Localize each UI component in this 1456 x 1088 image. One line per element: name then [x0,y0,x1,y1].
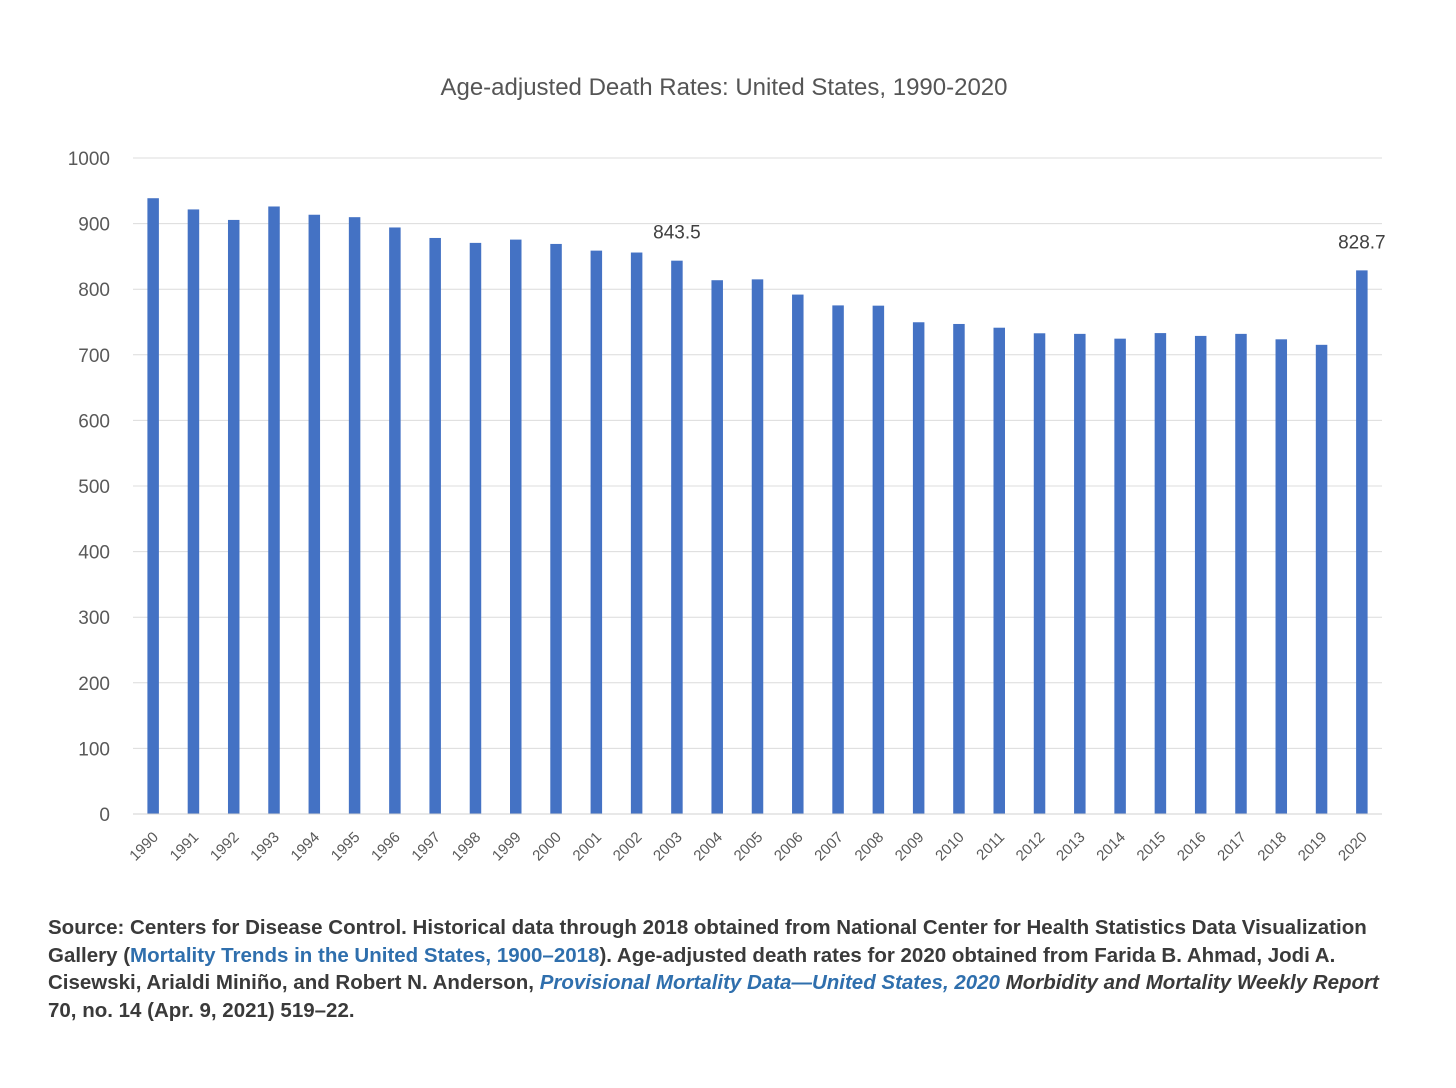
bar-1997 [429,237,441,814]
y-tick-label: 0 [99,805,110,826]
bar-2015 [1154,333,1167,814]
x-tick-label: 2020 [1335,829,1371,865]
bar-2018 [1275,339,1288,814]
bar-1998 [469,242,482,814]
chart-title: Age-adjusted Death Rates: United States,… [440,74,1007,101]
source-text-1: Source: Centers for Disease Control. His… [48,916,1367,967]
y-tick-label: 300 [78,608,110,629]
data-labels: 843.5 828.7 [653,223,1385,254]
x-tick-label: 2000 [529,829,565,865]
x-tick-label: 1998 [449,829,485,865]
x-tick-label: 2005 [731,829,767,865]
x-tick-label: 1992 [207,829,243,865]
data-label-2003: 843.5 [653,223,701,244]
x-tick-label: 1999 [489,829,525,865]
bar-2005 [751,279,764,814]
bar-2020 [1356,270,1368,814]
x-tick-label: 1995 [328,829,364,865]
bar-1992 [227,219,240,815]
y-tick-label: 700 [78,346,110,367]
source-text-2: ). Age-adjusted death rates for 2020 obt… [48,943,1336,995]
source-text-4: 70, no. 14 (Apr. 9, 2021) 519–22. [48,998,355,1022]
y-tick-label: 600 [78,411,110,432]
x-tick-label: 2016 [1174,829,1210,865]
x-tick-label: 2018 [1254,829,1290,865]
x-tick-label: 2019 [1295,829,1331,865]
bar-2012 [1033,333,1046,814]
x-tick-label: 2010 [932,829,968,865]
x-tick-label: 1990 [126,829,162,865]
bar-2011 [993,327,1005,814]
bars [147,198,1368,815]
bar-2014 [1114,338,1126,814]
bar-1993 [268,206,280,814]
source-link-provisional-data[interactable]: Provisional Mortality Data—United States… [539,971,1000,994]
bar-2004 [711,280,723,815]
x-tick-label: 2007 [811,829,847,865]
y-tick-label: 800 [78,280,110,301]
y-tick-label: 100 [78,739,110,760]
y-axis-ticks: 0 100 200 300 400 500 600 700 800 900 1000 [68,149,110,826]
x-tick-label: 2004 [690,829,726,865]
x-tick-label: 2002 [610,829,646,865]
x-tick-label: 2015 [1134,829,1170,865]
bar-2016 [1194,335,1207,814]
source-note: Source: Centers for Disease Control. His… [48,914,1408,1024]
x-tick-label: 2008 [852,829,888,865]
x-tick-label: 1997 [408,829,444,865]
bar-2002 [630,252,643,814]
x-tick-label: 2001 [570,829,606,865]
x-tick-label: 2009 [892,829,928,865]
x-tick-label: 2013 [1053,829,1089,865]
source-journal-title: Morbidity and Mortality Weekly Report [1005,971,1379,994]
x-tick-label: 2014 [1093,829,1129,865]
x-tick-label: 2012 [1013,829,1049,865]
x-tick-label: 1994 [288,829,324,865]
bar-1991 [187,209,200,814]
bar-chart: Age-adjusted Death Rates: United States,… [68,74,1386,865]
x-tick-label: 2006 [771,829,807,865]
x-tick-label: 2003 [650,829,686,865]
bar-2000 [550,243,562,814]
bar-2010 [953,323,965,814]
y-tick-label: 500 [78,477,110,498]
x-axis-ticks: 1990 1991 1992 1993 1994 1995 1996 1997 1998 1999… [126,829,1370,865]
bar-1994 [308,214,321,814]
bar-2006 [792,294,804,814]
x-tick-label: 1996 [368,829,404,865]
bar-2017 [1235,333,1247,814]
bar-2008 [872,305,885,814]
bar-1999 [510,239,522,815]
bar-2001 [590,250,603,814]
y-tick-label: 200 [78,674,110,695]
bar-2019 [1315,344,1328,814]
bar-2013 [1074,333,1086,814]
bar-1996 [389,227,401,814]
bar-2009 [912,322,925,814]
data-label-2020: 828.7 [1338,232,1386,253]
x-tick-label: 1993 [247,829,283,865]
x-tick-label: 2017 [1214,829,1250,865]
bar-2003 [671,260,683,814]
bar-1990 [147,198,159,815]
y-tick-label: 1000 [68,149,110,170]
y-tick-label: 400 [78,543,110,564]
x-tick-label: 1991 [167,829,203,865]
y-tick-label: 900 [78,215,110,236]
bar-1995 [348,217,361,814]
source-link-mortality-trends[interactable]: Mortality Trends in the United States, 1… [130,943,600,967]
bar-2007 [832,305,844,814]
x-tick-label: 2011 [973,829,1008,864]
